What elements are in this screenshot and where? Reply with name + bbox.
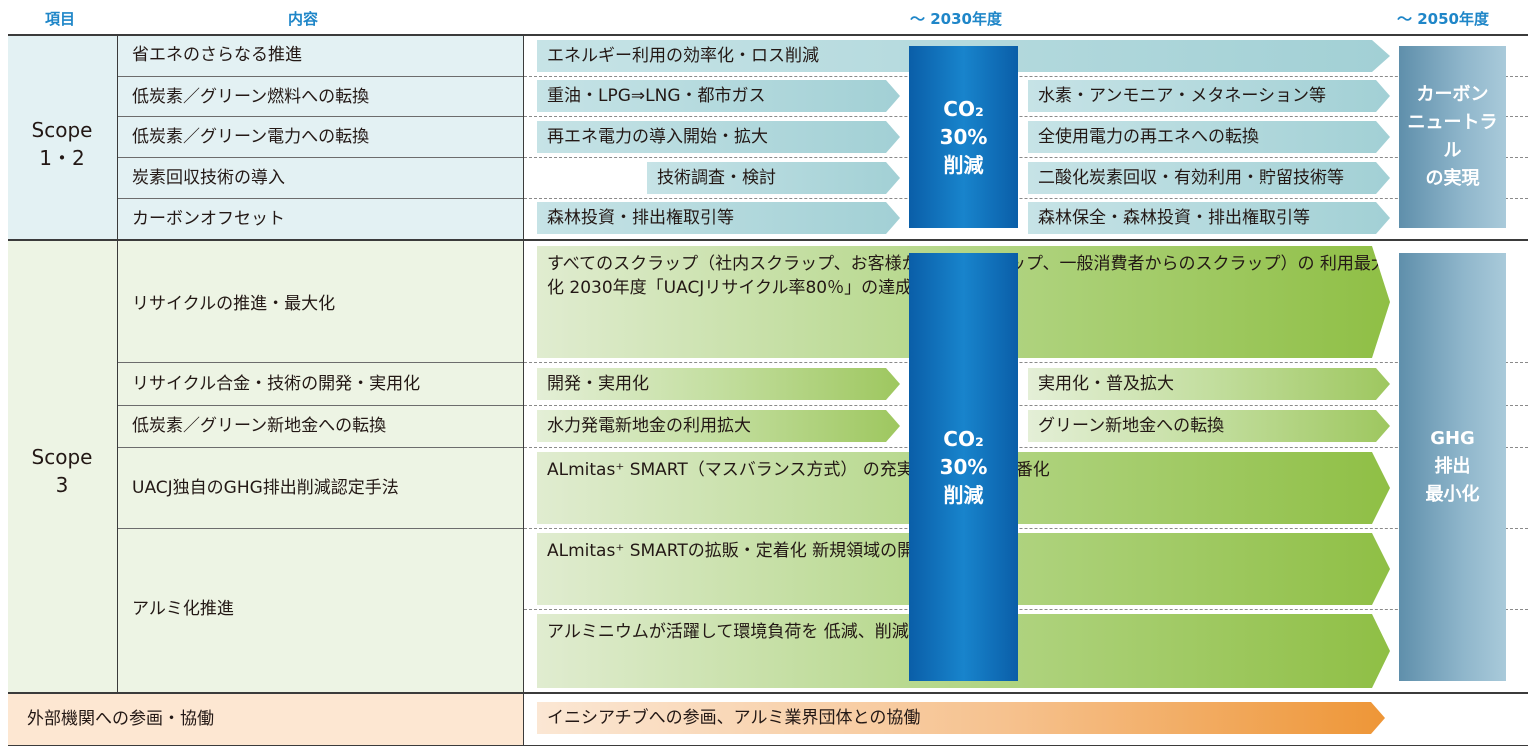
dash-sep (524, 405, 1528, 406)
scope12-item-energy-saving: 省エネのさらなる推進 (132, 45, 302, 65)
arrow-label: 再エネ電力の導入開始・拡大 (547, 127, 768, 147)
divider-scope12-scope3 (8, 239, 1528, 241)
dash-sep (524, 447, 1528, 448)
arrow-label: グリーン新地金への転換 (1038, 416, 1225, 436)
arrow-fuel-phase2: 水素・アンモニア・メタネーション等 (1028, 80, 1390, 112)
header-content: 内容 (288, 10, 319, 28)
arrow-alloy-phase2: 実用化・普及拡大 (1028, 368, 1390, 400)
row-sep (118, 198, 523, 199)
header-2050: ～ 2050年度 (1397, 10, 1489, 28)
arrow-label: アルミニウムが活躍して環境負荷を 低減、削減のルール化 (547, 622, 994, 642)
divider-bottom (8, 745, 1528, 746)
dash-sep (524, 76, 1528, 77)
external-background (8, 693, 523, 745)
scope3-item-green-ingot: 低炭素／グリーン新地金への転換 (132, 416, 387, 436)
scope3-item-recycling: リサイクルの推進・最大化 (132, 294, 336, 314)
row-sep (118, 116, 523, 117)
row-sep (118, 447, 523, 448)
arrow-capture-phase1: 技術調査・検討 (647, 162, 900, 194)
row-sep (118, 528, 523, 529)
header-item: 項目 (45, 10, 76, 28)
arrow-alloy-phase1: 開発・実用化 (537, 368, 900, 400)
divider-scope3-external (8, 692, 1528, 694)
arrow-label: 開発・実用化 (547, 374, 649, 394)
scope12-label: Scope 1・2 (31, 118, 93, 170)
scope3-item-recycled-alloy: リサイクル合金・技術の開発・実用化 (132, 374, 421, 394)
scope12-target-2050: カーボン ニュートラル の実現 (1399, 46, 1506, 228)
arrow-external: イニシアチブへの参画、アルミ業界団体との協働 (537, 702, 1385, 734)
scope12-target-2030: CO₂ 30% 削減 (909, 46, 1018, 228)
scope3-label: Scope 3 (31, 445, 93, 497)
arrow-capture-phase2: 二酸化炭素回収・有効利用・貯留技術等 (1028, 162, 1390, 194)
arrow-label: 水素・アンモニア・メタネーション等 (1038, 86, 1326, 106)
external-item: 外部機関への参画・協働 (27, 709, 214, 729)
arrow-label: 技術調査・検討 (657, 168, 776, 188)
row-sep (118, 76, 523, 77)
scope3-target-2050: GHG 排出 最小化 (1399, 253, 1506, 681)
arrow-ingot-phase2: グリーン新地金への転換 (1028, 410, 1390, 442)
dash-sep (524, 528, 1528, 529)
row-sep (118, 362, 523, 363)
arrow-label: 実用化・普及拡大 (1038, 374, 1174, 394)
arrow-label: ALmitas⁺ SMARTの拡販・定着化 新規領域の開拓・拡販 (547, 541, 983, 561)
scope3-item-aluminum-promotion: アルミ化推進 (132, 599, 234, 619)
dash-sep (524, 116, 1528, 117)
arrow-label: 森林保全・森林投資・排出権取引等 (1038, 208, 1310, 228)
arrow-offset-phase1: 森林投資・排出権取引等 (537, 202, 900, 234)
divider-col-content (523, 34, 524, 746)
dash-sep (524, 157, 1528, 158)
arrow-offset-phase2: 森林保全・森林投資・排出権取引等 (1028, 202, 1390, 234)
arrow-energy-efficiency: エネルギー利用の効率化・ロス削減 (537, 40, 1390, 72)
arrow-label: 森林投資・排出権取引等 (547, 208, 734, 228)
scope12-item-carbon-capture: 炭素回収技術の導入 (132, 168, 285, 188)
arrow-label: エネルギー利用の効率化・ロス削減 (547, 46, 819, 66)
scope3-target-2030: CO₂ 30% 削減 (909, 253, 1018, 681)
divider-col-item (117, 34, 118, 693)
row-sep (118, 157, 523, 158)
arrow-label: 二酸化炭素回収・有効利用・貯留技術等 (1038, 168, 1344, 188)
scope3-item-ghg-method: UACJ独自のGHG排出削減認定手法 (132, 478, 399, 498)
arrow-ingot-phase1: 水力発電新地金の利用拡大 (537, 410, 900, 442)
arrow-power-phase2: 全使用電力の再エネへの転換 (1028, 121, 1390, 153)
divider-top (8, 34, 1528, 36)
scope12-item-green-fuel: 低炭素／グリーン燃料への転換 (132, 87, 370, 107)
dash-sep (524, 362, 1528, 363)
arrow-power-phase1: 再エネ電力の導入開始・拡大 (537, 121, 900, 153)
dash-sep (524, 609, 1528, 610)
header-2030: ～ 2030年度 (910, 10, 1002, 28)
arrow-label: 全使用電力の再エネへの転換 (1038, 127, 1259, 147)
scope3-background (8, 240, 523, 693)
row-sep (118, 405, 523, 406)
dash-sep (524, 198, 1528, 199)
scope12-background (8, 34, 523, 240)
arrow-label: イニシアチブへの参画、アルミ業界団体との協働 (547, 708, 921, 728)
arrow-fuel-phase1: 重油・LPG⇒LNG・都市ガス (537, 80, 900, 112)
arrow-label: 重油・LPG⇒LNG・都市ガス (547, 86, 766, 106)
arrow-label: 水力発電新地金の利用拡大 (547, 416, 751, 436)
scope12-item-carbon-offset: カーボンオフセット (132, 209, 285, 229)
scope12-item-green-power: 低炭素／グリーン電力への転換 (132, 127, 370, 147)
